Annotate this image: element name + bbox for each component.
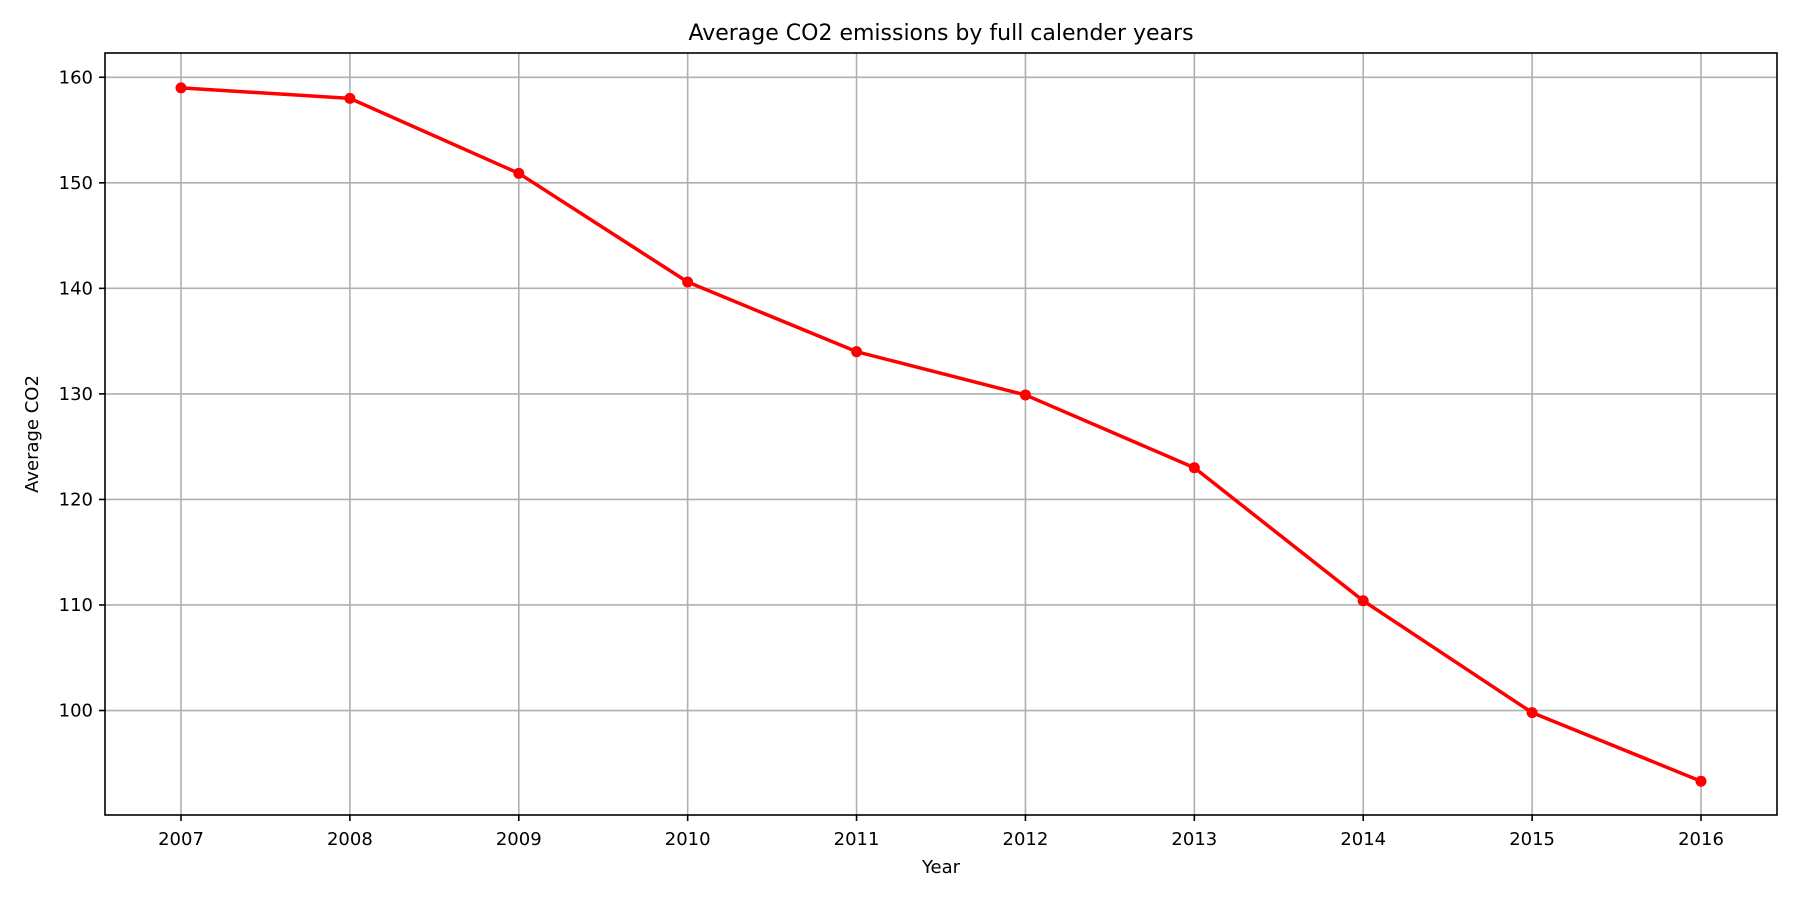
- data-point: [1188, 462, 1200, 474]
- x-tick-label: 2013: [1171, 829, 1217, 850]
- y-tick-label: 160: [59, 67, 93, 88]
- data-point: [1526, 707, 1538, 719]
- series-line: [179, 86, 1703, 783]
- data-point: [175, 82, 187, 94]
- x-axis-label: Year: [921, 857, 961, 878]
- data-point: [344, 92, 356, 104]
- y-tick-label: 110: [59, 595, 93, 616]
- x-tick-label: 2009: [496, 829, 542, 850]
- chart-title: Average CO2 emissions by full calender y…: [688, 21, 1193, 46]
- x-tick-label: 2011: [834, 829, 880, 850]
- data-point: [1357, 595, 1369, 607]
- x-tick-label: 2014: [1340, 829, 1386, 850]
- data-point: [682, 276, 694, 288]
- y-tick-label: 100: [59, 701, 93, 722]
- data-point: [851, 346, 863, 358]
- x-tick-label: 2016: [1678, 829, 1724, 850]
- y-axis-label: Average CO2: [22, 375, 43, 493]
- x-tick-label: 2008: [327, 829, 373, 850]
- x-tick-label: 2012: [1003, 829, 1049, 850]
- data-point: [1019, 389, 1031, 401]
- x-tick-label: 2007: [158, 829, 204, 850]
- data-point: [1695, 775, 1707, 787]
- y-tick-label: 140: [59, 278, 93, 299]
- y-tick-label: 130: [59, 384, 93, 405]
- y-tick-label: 150: [59, 173, 93, 194]
- y-tick-label: 120: [59, 489, 93, 510]
- axis-ticks: 2007 2008 2009 2010 2011 2012 2013 2014 2015 2016…: [59, 67, 1724, 850]
- data-point: [513, 167, 525, 179]
- series-layer: [175, 82, 1707, 787]
- x-tick-label: 2010: [665, 829, 711, 850]
- x-tick-label: 2015: [1509, 829, 1555, 850]
- grid: [105, 53, 1777, 815]
- plot-area-frame: [104, 52, 1778, 816]
